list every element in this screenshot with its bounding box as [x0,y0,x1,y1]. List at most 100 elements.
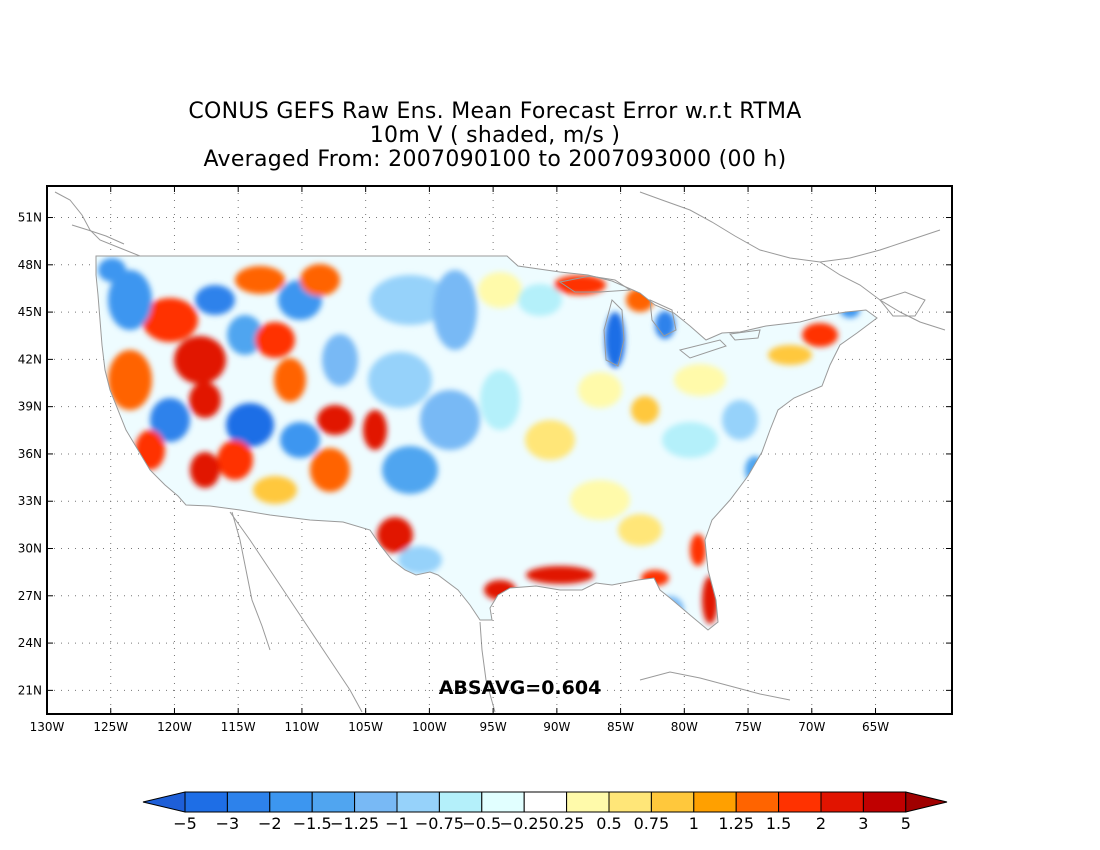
colorbar-label: −1 [385,814,409,833]
title-line-3: Averaged From: 2007090100 to 2007093000 … [203,147,787,172]
field-blob [554,275,606,295]
y-tick-label: 36N [18,447,42,461]
field-blob [310,448,350,492]
baja-california [231,511,271,651]
colorbar-swatch [481,791,525,813]
x-tick-label: 130W [30,720,65,734]
x-tick-label: 95W [480,720,507,734]
cuba-outline [639,671,791,701]
colorbar-label: −1.25 [330,814,379,833]
y-tick-label: 48N [18,258,42,272]
field-blob [280,422,320,458]
field-blob [525,420,575,460]
tick-marks [46,186,952,714]
colorbar-under-arrow [142,791,186,813]
map-frame [46,185,953,715]
field-blob [478,272,522,308]
field-blob [570,480,630,520]
field-blob [674,364,726,396]
x-tick-labels: 130W 125W 120W 115W 110W 105W 100W 95W 90W 85W 80W… [30,720,890,734]
x-tick-label: 75W [734,720,761,734]
colorbar-swatch [650,791,695,813]
field-blob [150,398,190,442]
colorbar-swatch [354,791,398,813]
y-tick-labels: 21N 24N 27N 30N 33N 36N 39N 42N 45N 48N 51N [18,211,42,698]
colorbar: −5 −3 −2 −1.5−1.25 −1 −0.75−0.5−0.25 0.25 0.5 0.… [142,791,948,833]
colorbar-swatch [396,791,440,813]
y-tick-label: 21N [18,683,42,697]
field-blob [526,566,594,584]
x-tick-label: 70W [798,720,825,734]
field-blob [235,266,285,294]
colorbar-swatch [735,791,780,813]
map-title: CONUS GEFS Raw Ens. Mean Forecast Error … [0,100,990,172]
x-tick-label: 100W [412,720,447,734]
colorbar-swatch [820,791,864,813]
vancouver-island [71,224,125,245]
y-tick-label: 51N [18,211,42,225]
field-blob [253,476,297,504]
colorbar-label: 5 [901,814,911,833]
x-tick-label: 110W [285,720,320,734]
field-blob [322,334,358,386]
field-blob [398,546,442,574]
field-blob [363,410,387,450]
field-blob [108,350,152,410]
field-blob [578,372,622,408]
colorbar-swatch [778,791,822,813]
title-line-2: 10m V ( shaded, m/s ) [369,123,621,148]
field-blob [377,517,413,553]
field-blob [300,264,340,296]
field-blob [217,440,253,480]
field-blob [631,396,659,424]
field-blob [662,422,718,458]
field-blob [368,352,432,408]
colorbar-label: −0.25 [500,814,549,833]
field-blob [605,312,625,368]
colorbar-swatch [226,791,271,813]
colorbar-swatch [438,791,483,813]
lake-michigan [603,299,625,367]
field-blob [382,446,438,494]
y-tick-label: 45N [18,305,42,319]
field-blob [690,534,706,566]
colorbar-swatch [523,791,568,813]
x-tick-label: 90W [543,720,570,734]
colorbar-swatch [566,791,610,813]
field-blob [655,311,675,339]
canada-west-coast [54,191,141,257]
colorbar-swatch [311,791,356,813]
lake-ontario [729,329,761,341]
colorbar-label: 0.25 [549,814,585,833]
y-tick-label: 30N [18,542,42,556]
x-tick-label: 115W [221,720,256,734]
lake-huron [649,299,677,337]
newfoundland [879,291,926,317]
field-blob [433,270,477,350]
field-blob [274,358,306,402]
y-tick-label: 24N [18,636,42,650]
field-blob [226,403,274,447]
field-blob [317,405,353,435]
field-blob [722,400,758,440]
field-blob [189,382,221,418]
field-blob [420,390,480,450]
colorbar-swatch [608,791,652,813]
colorbar-label: 0.75 [634,814,670,833]
mexico-west-coast [229,511,363,713]
colorbar-label: 2 [816,814,826,833]
field-blob [98,258,126,282]
y-tick-label: 27N [18,589,42,603]
x-tick-label: 65W [862,720,889,734]
colorbar-swatch [862,791,907,813]
field-blob [195,285,235,315]
colorbar-swatch [269,791,313,813]
colorbar-label: −0.5 [462,814,501,833]
field-blob [174,336,226,384]
colorbar-label: 1.5 [766,814,791,833]
field-blob [480,370,520,430]
field-blob [255,322,295,358]
y-tick-label: 39N [18,400,42,414]
absavg-label: ABSAVG=0.604 [439,677,602,699]
